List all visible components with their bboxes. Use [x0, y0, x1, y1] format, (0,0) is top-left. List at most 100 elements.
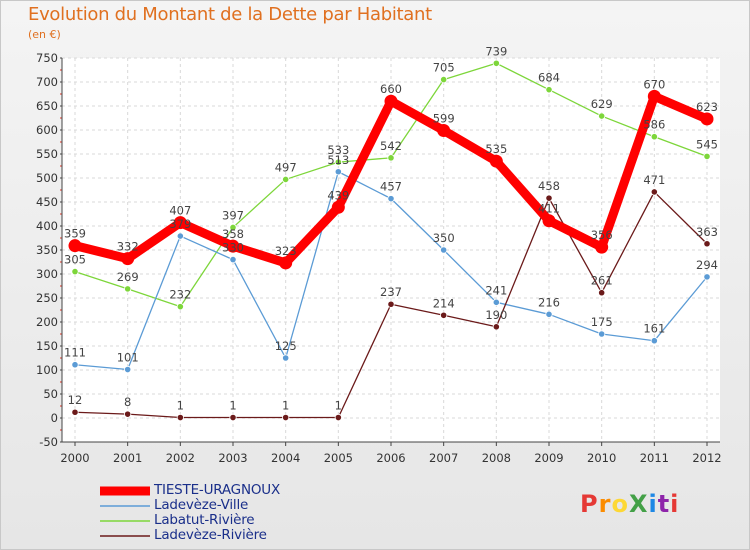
data-point-ladeveze-ville: [545, 310, 553, 318]
data-point-ladeveze-ville: [598, 330, 606, 338]
data-label-labatut-riviere: 232: [169, 288, 191, 302]
data-label-ladeveze-riviere: 237: [380, 285, 402, 299]
data-point-tieste-uragnoux: [384, 94, 398, 108]
y-tick-label: 200: [36, 315, 58, 329]
data-point-ladeveze-riviere: [492, 323, 500, 331]
x-tick-label: 2004: [271, 451, 300, 465]
data-label-labatut-riviere: 545: [696, 137, 718, 151]
y-tick-label: 700: [36, 75, 58, 89]
data-point-tieste-uragnoux: [700, 112, 714, 126]
data-label-ladeveze-riviere: 261: [591, 274, 613, 288]
x-tick-label: 2003: [218, 451, 247, 465]
data-point-tieste-uragnoux: [68, 239, 82, 253]
x-tick-label: 2010: [587, 451, 616, 465]
data-point-labatut-riviere: [282, 175, 290, 184]
y-tick-label: 650: [36, 99, 58, 113]
y-tick-label: 0: [51, 411, 58, 425]
data-point-tieste-uragnoux: [331, 200, 345, 214]
y-tick-label: 300: [36, 267, 58, 281]
data-point-labatut-riviere: [440, 76, 448, 84]
data-point-labatut-riviere: [650, 133, 658, 141]
data-label-ladeveze-ville: 379: [169, 217, 191, 231]
data-label-tieste-uragnoux: 359: [64, 227, 86, 241]
y-tick-label: 600: [36, 123, 58, 137]
data-label-tieste-uragnoux: 356: [591, 228, 613, 242]
legend-swatch-labatut-riviere: [100, 520, 150, 522]
data-label-ladeveze-riviere: 8: [124, 395, 131, 409]
data-point-labatut-riviere: [334, 158, 342, 166]
data-label-ladeveze-ville: 350: [433, 231, 455, 245]
data-point-labatut-riviere: [229, 223, 237, 232]
data-label-labatut-riviere: 533: [327, 143, 349, 157]
data-point-tieste-uragnoux: [121, 252, 135, 266]
data-point-ladeveze-riviere: [703, 240, 711, 248]
legend-swatch-ladeveze-riviere: [100, 535, 150, 537]
data-point-ladeveze-riviere: [282, 413, 290, 422]
data-label-tieste-uragnoux: 358: [222, 227, 244, 241]
data-label-ladeveze-riviere: 1: [229, 399, 236, 413]
legend-swatch-tieste-uragnoux: [100, 486, 150, 496]
data-point-tieste-uragnoux: [489, 154, 503, 168]
data-label-ladeveze-riviere: 214: [433, 296, 455, 310]
proxiti-logo: ProXiti: [580, 490, 680, 518]
data-label-ladeveze-riviere: 458: [538, 179, 560, 193]
y-tick-label: 350: [36, 243, 58, 257]
data-point-ladeveze-ville: [387, 195, 395, 203]
y-tick-label: 400: [36, 219, 58, 233]
x-tick-label: 2009: [534, 451, 563, 465]
data-point-labatut-riviere: [176, 303, 184, 311]
data-label-ladeveze-riviere: 1: [282, 399, 289, 413]
legend-label-ladeveze-ville: Ladevèze-Ville: [154, 497, 249, 513]
data-label-labatut-riviere: 739: [485, 44, 507, 58]
x-tick-label: 2008: [482, 451, 511, 465]
legend-label-labatut-riviere: Labatut-Rivière: [154, 512, 255, 528]
data-point-tieste-uragnoux: [279, 256, 293, 270]
data-point-ladeveze-ville: [492, 298, 500, 306]
data-point-tieste-uragnoux: [647, 89, 661, 103]
data-point-ladeveze-ville: [124, 365, 132, 374]
data-point-ladeveze-riviere: [229, 413, 237, 422]
data-point-tieste-uragnoux: [595, 240, 609, 254]
data-point-ladeveze-ville: [71, 361, 79, 369]
data-label-labatut-riviere: 397: [222, 208, 244, 222]
data-label-ladeveze-riviere: 190: [485, 308, 507, 322]
data-label-labatut-riviere: 629: [591, 97, 613, 111]
data-point-ladeveze-ville: [282, 354, 290, 362]
data-label-ladeveze-ville: 125: [275, 339, 297, 353]
data-label-ladeveze-riviere: 1: [335, 399, 342, 413]
data-point-ladeveze-riviere: [387, 300, 395, 308]
y-tick-label: 450: [36, 195, 58, 209]
y-tick-label: 500: [36, 171, 58, 185]
data-point-labatut-riviere: [598, 112, 606, 120]
data-point-ladeveze-riviere: [124, 410, 132, 418]
data-label-labatut-riviere: 684: [538, 71, 560, 85]
data-label-tieste-uragnoux: 670: [643, 77, 665, 91]
data-label-tieste-uragnoux: 623: [696, 100, 718, 114]
y-tick-label: 150: [36, 339, 58, 353]
data-label-ladeveze-ville: 457: [380, 180, 402, 194]
data-point-tieste-uragnoux: [226, 239, 240, 253]
chart-title: Evolution du Montant de la Dette par Hab…: [28, 4, 432, 25]
data-point-ladeveze-riviere: [176, 413, 184, 422]
data-label-tieste-uragnoux: 411: [538, 202, 560, 216]
data-label-ladeveze-ville: 216: [538, 295, 560, 309]
data-label-ladeveze-riviere: 363: [696, 225, 718, 239]
data-label-ladeveze-ville: 241: [485, 283, 507, 297]
data-point-labatut-riviere: [71, 267, 79, 276]
y-tick-label: -50: [39, 435, 58, 449]
data-label-ladeveze-ville: 175: [591, 315, 613, 329]
y-tick-label: 100: [36, 363, 58, 377]
x-tick-label: 2005: [324, 451, 353, 465]
data-label-labatut-riviere: 269: [117, 270, 139, 284]
data-label-tieste-uragnoux: 439: [327, 188, 349, 202]
data-label-labatut-riviere: 542: [380, 139, 402, 153]
x-tick-label: 2011: [640, 451, 669, 465]
x-tick-label: 2000: [60, 451, 89, 465]
data-label-ladeveze-ville: 330: [222, 241, 244, 255]
data-label-tieste-uragnoux: 660: [380, 82, 402, 96]
data-label-tieste-uragnoux: 535: [485, 142, 507, 156]
y-tick-label: 750: [36, 51, 58, 65]
legend-swatch-ladeveze-ville: [100, 505, 150, 507]
data-label-ladeveze-ville: 111: [64, 346, 86, 360]
